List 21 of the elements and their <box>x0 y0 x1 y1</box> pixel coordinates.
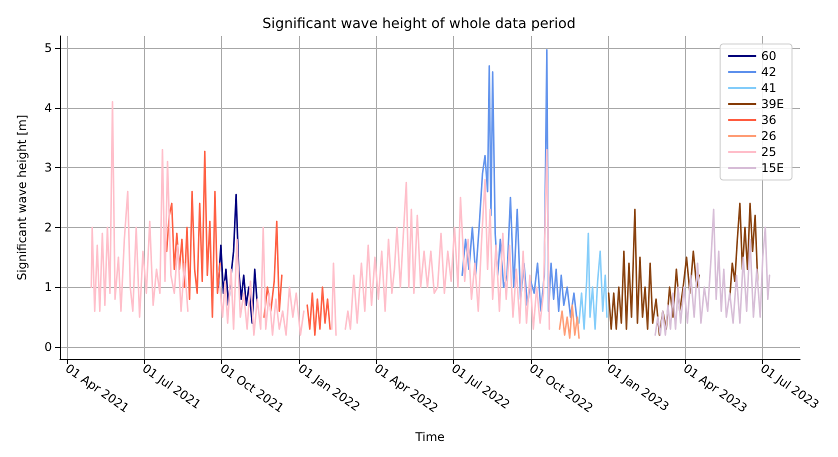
x-axis-title: Time <box>414 430 445 444</box>
legend-label: 42 <box>761 65 776 79</box>
y-axis-title: Significant wave height [m] <box>15 114 29 280</box>
line-series <box>558 304 580 339</box>
y-tick-label: 3 <box>44 160 52 175</box>
legend-label: 15E <box>761 161 784 175</box>
line-series <box>578 232 608 330</box>
legend-label: 39E <box>761 97 784 111</box>
y-tick-label: 4 <box>44 100 52 115</box>
line-series <box>654 208 770 336</box>
y-tick-label: 1 <box>44 280 52 294</box>
legend-label: 36 <box>761 113 776 127</box>
y-tick-label: 5 <box>44 40 52 55</box>
y-tick-label: 0 <box>44 340 52 354</box>
chart-title: Significant wave height of whole data period <box>262 16 576 32</box>
legend-label: 26 <box>761 129 776 143</box>
legend-label: 25 <box>761 145 776 159</box>
legend-label: 60 <box>761 49 776 63</box>
line-series <box>218 194 258 324</box>
legend-label: 41 <box>761 81 776 95</box>
y-tick-label: 2 <box>44 220 52 234</box>
